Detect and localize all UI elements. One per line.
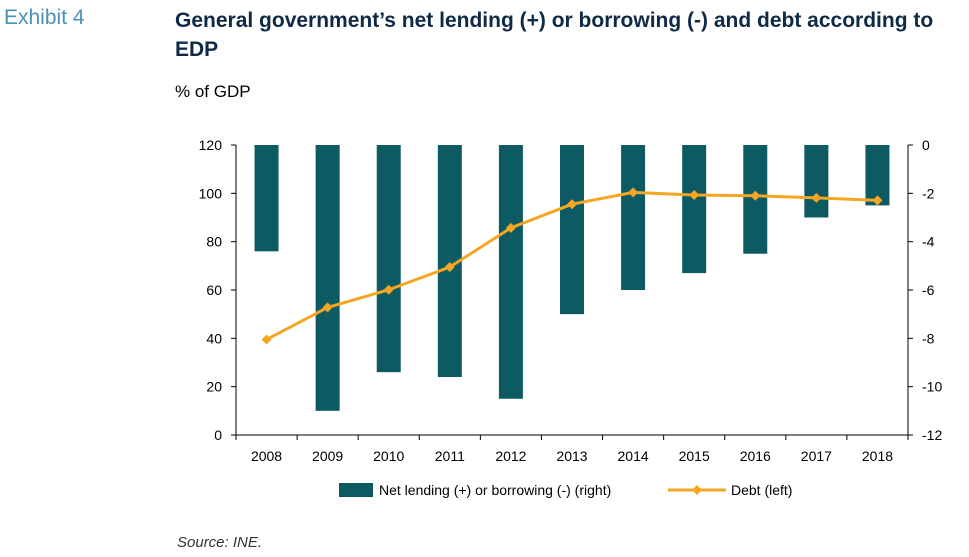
bar-series: [254, 145, 890, 411]
debt-point: [322, 302, 333, 313]
debt-point: [261, 334, 272, 345]
debt-point: [383, 284, 394, 295]
x-tick-label: 2016: [740, 448, 771, 464]
bar: [621, 145, 646, 290]
exhibit-label: Exhibit 4: [4, 6, 85, 29]
y-right-tick-label: -10: [922, 379, 942, 395]
y-left-tick-label: 120: [199, 137, 223, 153]
x-tick-label: 2011: [435, 448, 465, 464]
y-left-tick-label: 20: [206, 379, 222, 395]
debt-point: [872, 195, 883, 206]
y-right-tick-label: -8: [922, 330, 935, 346]
tick-labels: 0 20 40 60 80 100 120 0 -2 -4 -6 -8 -10 -12 2008 2009 20…: [199, 137, 943, 464]
bar: [560, 145, 584, 315]
legend-label-bar: Net lending (+) or borrowing (-) (right): [379, 482, 611, 498]
x-tick-label: 2009: [312, 448, 343, 464]
legend-label-line: Debt (left): [731, 482, 792, 498]
debt-point: [811, 192, 822, 203]
bar: [376, 145, 401, 373]
debt-point: [567, 199, 577, 210]
x-tick-label: 2010: [373, 448, 404, 464]
y-left-tick-label: 40: [206, 330, 222, 346]
legend-swatch-marker: [692, 485, 702, 495]
x-tick-label: 2008: [251, 448, 282, 464]
y-left-tick-label: 100: [199, 185, 223, 201]
bar: [804, 145, 829, 218]
debt-point: [505, 222, 516, 233]
bar: [498, 145, 523, 399]
x-tick-label: 2014: [618, 448, 649, 464]
y-right-tick-label: -6: [922, 282, 935, 298]
debt-point: [750, 190, 761, 201]
y-left-tick-label: 0: [214, 427, 222, 443]
y-right-tick-label: -4: [922, 234, 935, 250]
chart-title: General government’s net lending (+) or …: [175, 9, 934, 61]
x-tick-label: 2018: [862, 448, 893, 464]
source-note: Source: INE.: [177, 534, 263, 551]
line-series: [261, 187, 883, 345]
y-right-tick-label: 0: [922, 137, 930, 153]
y-left-tick-label: 80: [206, 234, 222, 250]
legend-swatch-bar: [339, 483, 373, 497]
chart-axes: [231, 144, 913, 440]
bar: [682, 145, 707, 274]
debt-point: [444, 262, 455, 273]
y-right-tick-label: -12: [922, 427, 942, 443]
x-tick-label: 2015: [679, 448, 710, 464]
y-right-tick-label: -2: [922, 185, 935, 201]
debt-point: [689, 190, 700, 201]
x-tick-label: 2013: [556, 448, 587, 464]
chart-subtitle: % of GDP: [175, 82, 251, 101]
bar: [254, 145, 279, 252]
x-tick-label: 2012: [495, 448, 526, 464]
debt-point: [628, 187, 639, 198]
x-tick-label: 2017: [801, 448, 832, 464]
chart-legend: Net lending (+) or borrowing (-) (right)…: [339, 482, 792, 498]
y-left-tick-label: 60: [206, 282, 222, 298]
bar: [315, 145, 340, 411]
